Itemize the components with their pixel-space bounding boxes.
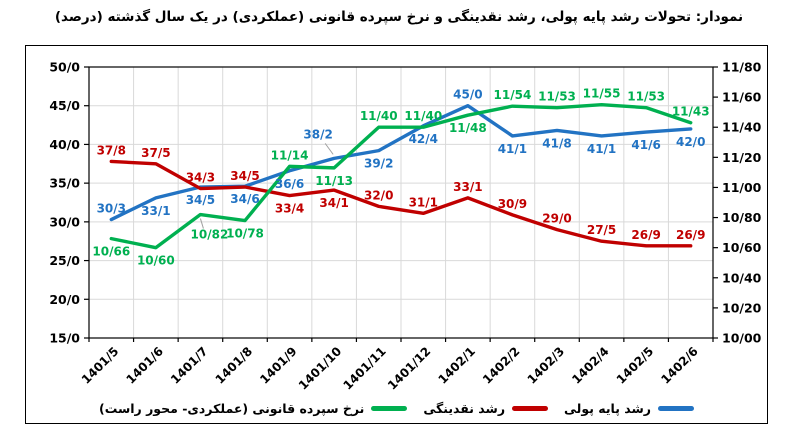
svg-text:33/1: 33/1 bbox=[453, 180, 482, 194]
svg-text:25/0: 25/0 bbox=[49, 253, 80, 268]
svg-text:34/5: 34/5 bbox=[230, 169, 259, 183]
svg-text:41/6: 41/6 bbox=[631, 138, 660, 152]
svg-text:11/54: 11/54 bbox=[494, 88, 532, 102]
svg-text:36/6: 36/6 bbox=[275, 177, 304, 191]
svg-text:11/43: 11/43 bbox=[672, 105, 710, 119]
svg-text:41/8: 41/8 bbox=[542, 136, 571, 150]
svg-text:33/1: 33/1 bbox=[141, 204, 170, 218]
chart-title: نمودار: تحولات رشد پایه پولی، رشد نقدینگ… bbox=[54, 9, 744, 25]
chart-figure: 50/0 45/0 40/0 35/0 30/0 25/0 20/0 15/0 11/80 11/… bbox=[25, 45, 768, 424]
svg-text:41/1: 41/1 bbox=[498, 142, 527, 156]
svg-text:38/2: 38/2 bbox=[303, 127, 332, 141]
svg-text:10/66: 10/66 bbox=[92, 245, 130, 259]
svg-text:42/0: 42/0 bbox=[676, 135, 705, 149]
svg-text:45/0: 45/0 bbox=[49, 98, 80, 113]
svg-text:50/0: 50/0 bbox=[49, 60, 80, 75]
svg-text:37/5: 37/5 bbox=[141, 146, 170, 160]
legend-item-monetary-base-growth: رشد پایه پولی bbox=[564, 401, 694, 416]
svg-text:1401/11: 1401/11 bbox=[340, 344, 388, 392]
svg-text:39/2: 39/2 bbox=[364, 157, 393, 171]
svg-text:11/48: 11/48 bbox=[449, 121, 487, 135]
svg-text:27/5: 27/5 bbox=[587, 223, 616, 237]
svg-text:15/0: 15/0 bbox=[49, 331, 80, 346]
svg-text:34/5: 34/5 bbox=[186, 193, 215, 207]
legend-swatch-blue-line bbox=[657, 406, 694, 411]
svg-text:11/13: 11/13 bbox=[315, 174, 353, 188]
svg-text:11/53: 11/53 bbox=[627, 90, 665, 104]
svg-text:11/40: 11/40 bbox=[722, 120, 762, 135]
svg-text:10/40: 10/40 bbox=[722, 270, 762, 285]
svg-text:29/0: 29/0 bbox=[542, 212, 571, 226]
legend-item-legal-deposit-rate: نرخ سپرده قانونی (عملکردی- محور راست) bbox=[99, 401, 408, 416]
svg-text:11/53: 11/53 bbox=[538, 90, 576, 104]
svg-text:31/1: 31/1 bbox=[409, 195, 438, 209]
svg-text:11/40: 11/40 bbox=[404, 109, 442, 123]
svg-text:11/60: 11/60 bbox=[722, 90, 762, 105]
svg-text:10/80: 10/80 bbox=[722, 210, 762, 225]
legend-label-liquidity-growth: رشد نقدینگی bbox=[423, 401, 506, 416]
svg-text:40/0: 40/0 bbox=[49, 137, 80, 152]
svg-text:34/6: 34/6 bbox=[230, 192, 259, 206]
svg-text:11/40: 11/40 bbox=[360, 109, 398, 123]
chart-legend: رشد پایه پولی رشد نقدینگی نرخ سپرده قانو… bbox=[26, 401, 767, 416]
svg-text:10/60: 10/60 bbox=[722, 240, 762, 255]
svg-text:42/4: 42/4 bbox=[409, 132, 438, 146]
svg-text:10/78: 10/78 bbox=[226, 227, 264, 241]
svg-text:1402/5: 1402/5 bbox=[614, 344, 657, 387]
svg-text:1401/7: 1401/7 bbox=[168, 344, 211, 387]
svg-text:11/55: 11/55 bbox=[583, 87, 621, 101]
svg-text:10/60: 10/60 bbox=[137, 254, 175, 268]
svg-text:35/0: 35/0 bbox=[49, 176, 80, 191]
legend-item-liquidity-growth: رشد نقدینگی bbox=[423, 401, 549, 416]
svg-text:41/1: 41/1 bbox=[587, 142, 616, 156]
svg-text:30/3: 30/3 bbox=[97, 202, 126, 216]
legend-label-monetary-base-growth: رشد پایه پولی bbox=[564, 401, 651, 416]
svg-text:10/20: 10/20 bbox=[722, 300, 762, 315]
svg-text:1402/4: 1402/4 bbox=[569, 344, 612, 387]
svg-text:34/1: 34/1 bbox=[319, 196, 348, 210]
svg-text:1401/5: 1401/5 bbox=[79, 344, 122, 387]
svg-text:1401/10: 1401/10 bbox=[296, 344, 344, 392]
svg-text:34/3: 34/3 bbox=[186, 171, 215, 185]
svg-text:1401/9: 1401/9 bbox=[257, 344, 300, 387]
svg-text:20/0: 20/0 bbox=[49, 292, 80, 307]
svg-text:30/9: 30/9 bbox=[498, 197, 527, 211]
svg-text:11/80: 11/80 bbox=[722, 60, 762, 75]
svg-text:1402/1: 1402/1 bbox=[435, 344, 478, 387]
line-chart-plot: 50/0 45/0 40/0 35/0 30/0 25/0 20/0 15/0 11/80 11/… bbox=[49, 60, 762, 393]
svg-text:33/4: 33/4 bbox=[275, 202, 304, 216]
svg-text:37/8: 37/8 bbox=[97, 143, 126, 157]
svg-text:10/82: 10/82 bbox=[191, 228, 229, 242]
svg-text:11/14: 11/14 bbox=[271, 148, 309, 162]
svg-text:1401/6: 1401/6 bbox=[123, 344, 166, 387]
legend-label-legal-deposit-rate: نرخ سپرده قانونی (عملکردی- محور راست) bbox=[99, 401, 365, 416]
legend-swatch-green-line bbox=[371, 406, 408, 411]
svg-text:45/0: 45/0 bbox=[453, 88, 482, 102]
svg-text:10/00: 10/00 bbox=[722, 331, 762, 346]
svg-text:1401/12: 1401/12 bbox=[385, 344, 433, 392]
legend-swatch-red-line bbox=[512, 406, 549, 411]
svg-text:32/0: 32/0 bbox=[364, 188, 393, 202]
svg-text:30/0: 30/0 bbox=[49, 214, 80, 229]
svg-text:11/20: 11/20 bbox=[722, 150, 762, 165]
svg-text:1402/6: 1402/6 bbox=[658, 344, 701, 387]
svg-text:1402/3: 1402/3 bbox=[525, 344, 568, 387]
svg-text:11/00: 11/00 bbox=[722, 180, 762, 195]
svg-text:1402/2: 1402/2 bbox=[480, 344, 523, 387]
svg-text:1401/8: 1401/8 bbox=[213, 344, 256, 387]
svg-text:26/9: 26/9 bbox=[631, 228, 660, 242]
svg-text:26/9: 26/9 bbox=[676, 228, 705, 242]
